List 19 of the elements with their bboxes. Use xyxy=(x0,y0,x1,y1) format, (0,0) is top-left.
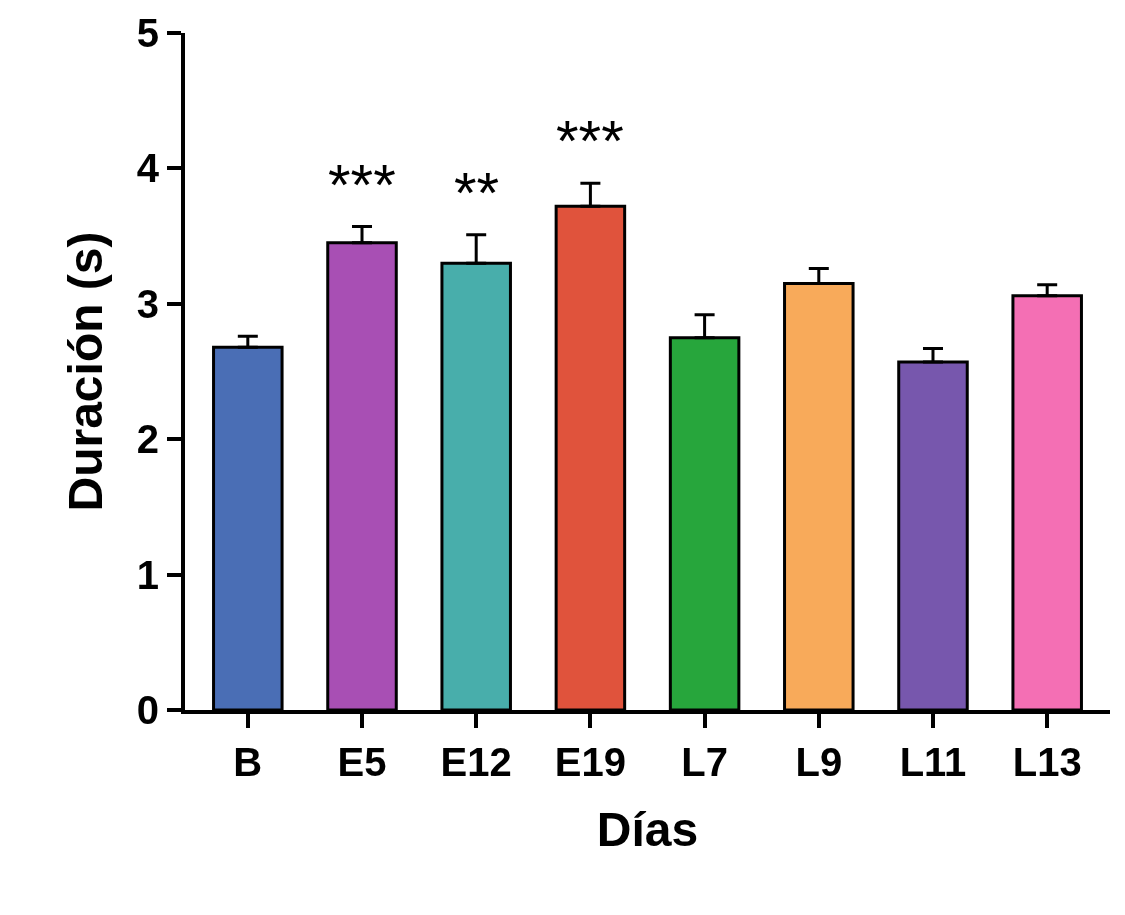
x-tick-label: L7 xyxy=(681,740,728,784)
annotation: ** xyxy=(454,160,500,225)
y-tick-label: 0 xyxy=(136,688,159,732)
x-tick-label: B xyxy=(233,740,263,784)
x-tick-label: L9 xyxy=(795,740,843,784)
annotation: *** xyxy=(328,152,396,217)
x-tick-label: E19 xyxy=(554,740,626,784)
y-tick-label: 4 xyxy=(136,146,160,191)
x-tick-label: L11 xyxy=(899,740,967,784)
x-tick-label: L13 xyxy=(1012,740,1082,784)
x-axis-title: Días xyxy=(596,802,699,856)
y-tick-label: 1 xyxy=(136,552,159,597)
y-tick-label: 5 xyxy=(136,11,159,55)
y-tick-label: 2 xyxy=(136,417,159,462)
y-tick-label: 3 xyxy=(136,281,159,326)
x-tick-label: E5 xyxy=(337,740,387,784)
y-axis-title: Duración (s) xyxy=(58,231,112,512)
x-tick-label: E12 xyxy=(440,740,512,784)
annotation: *** xyxy=(556,108,624,173)
